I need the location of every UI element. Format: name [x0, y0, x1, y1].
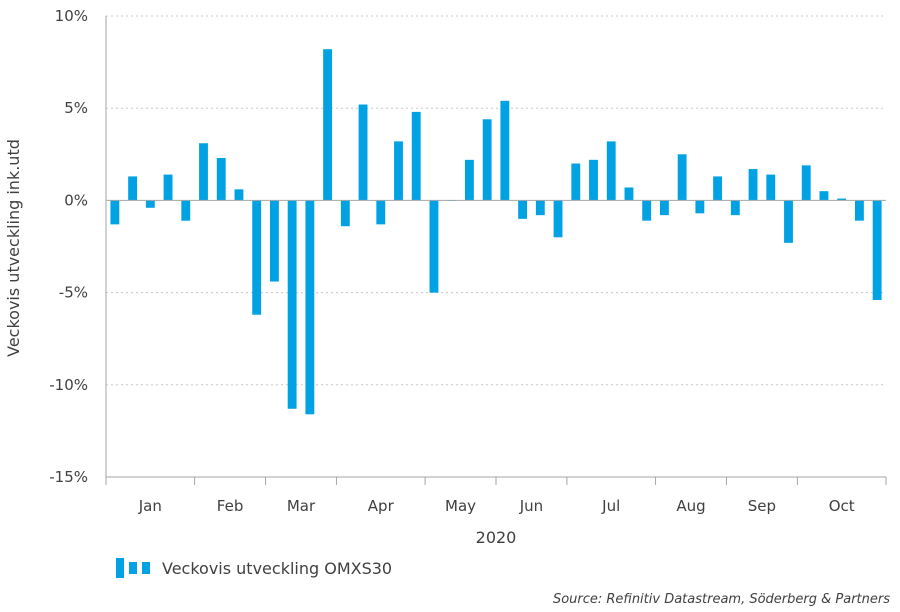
y-tick-label: 5%: [64, 99, 88, 117]
y-tick-labels: 10% 5% 0% -5% -10% -15%: [49, 7, 88, 486]
y-tick-label: 0%: [64, 191, 88, 209]
bar: [553, 200, 563, 238]
bar: [801, 165, 811, 201]
bar: [429, 200, 439, 293]
bar: [411, 111, 421, 201]
x-tick-label: Jun: [519, 497, 543, 515]
bar: [234, 189, 244, 201]
bar: [854, 200, 864, 221]
bar: [128, 176, 138, 201]
gridlines: [106, 15, 886, 386]
bar: [518, 200, 528, 219]
bar: [110, 200, 120, 225]
bar: [730, 200, 740, 216]
bar: [872, 200, 882, 300]
bar: [535, 200, 545, 216]
bar: [376, 200, 386, 225]
bar: [482, 119, 492, 201]
bar: [199, 143, 208, 201]
y-axis-title: Veckovis utveckling ink.utd: [4, 139, 23, 357]
bar: [819, 191, 829, 201]
bar: [766, 174, 776, 201]
bar: [784, 200, 793, 243]
bar: [624, 187, 634, 201]
x-tick-label: Jul: [601, 497, 620, 515]
x-axis-title: 2020: [476, 528, 517, 547]
x-tick-label: Apr: [368, 497, 395, 515]
bar: [269, 200, 279, 282]
bar: [358, 104, 368, 201]
bar: [659, 200, 669, 216]
bar: [323, 49, 333, 201]
x-tick-label: Sep: [748, 497, 776, 515]
y-tick-label: -5%: [59, 284, 88, 302]
y-tick-label: -10%: [49, 376, 88, 394]
bar: [571, 163, 581, 201]
bar: [695, 200, 705, 214]
x-tick-label: Aug: [676, 497, 705, 515]
x-tick-label: Feb: [217, 497, 244, 515]
bar: [287, 200, 297, 409]
bar: [589, 159, 598, 201]
bar: [642, 200, 652, 221]
x-tick-label: Oct: [829, 497, 855, 515]
bar: [394, 141, 403, 201]
bar: [677, 154, 687, 201]
bar: [305, 200, 315, 415]
source-note: Source: Refinitiv Datastream, Söderberg …: [552, 592, 890, 607]
x-tick-label: Mar: [287, 497, 316, 515]
bar: [500, 100, 510, 201]
legend: Veckovis utveckling OMXS30: [116, 556, 392, 580]
y-tick-label: 10%: [55, 7, 88, 25]
x-tick-labels: Jan Feb Mar Apr May Jun Jul Aug Sep Oct: [138, 497, 855, 515]
bar: [163, 174, 173, 201]
bar: [837, 198, 847, 201]
bar: [252, 200, 262, 315]
bar: [216, 157, 226, 201]
legend-swatch-icon: [116, 558, 150, 578]
bar: [606, 141, 616, 201]
x-tick-label: May: [445, 497, 476, 515]
axes: [105, 16, 887, 485]
bar: [181, 200, 191, 221]
bar: [145, 200, 155, 208]
bar: [340, 200, 350, 227]
bars: [110, 49, 882, 415]
bar: [713, 176, 723, 201]
x-tick-label: Jan: [138, 497, 162, 515]
y-tick-label: -15%: [49, 468, 88, 486]
legend-label: Veckovis utveckling OMXS30: [162, 558, 393, 578]
bar: [464, 159, 474, 201]
bar: [748, 169, 758, 201]
